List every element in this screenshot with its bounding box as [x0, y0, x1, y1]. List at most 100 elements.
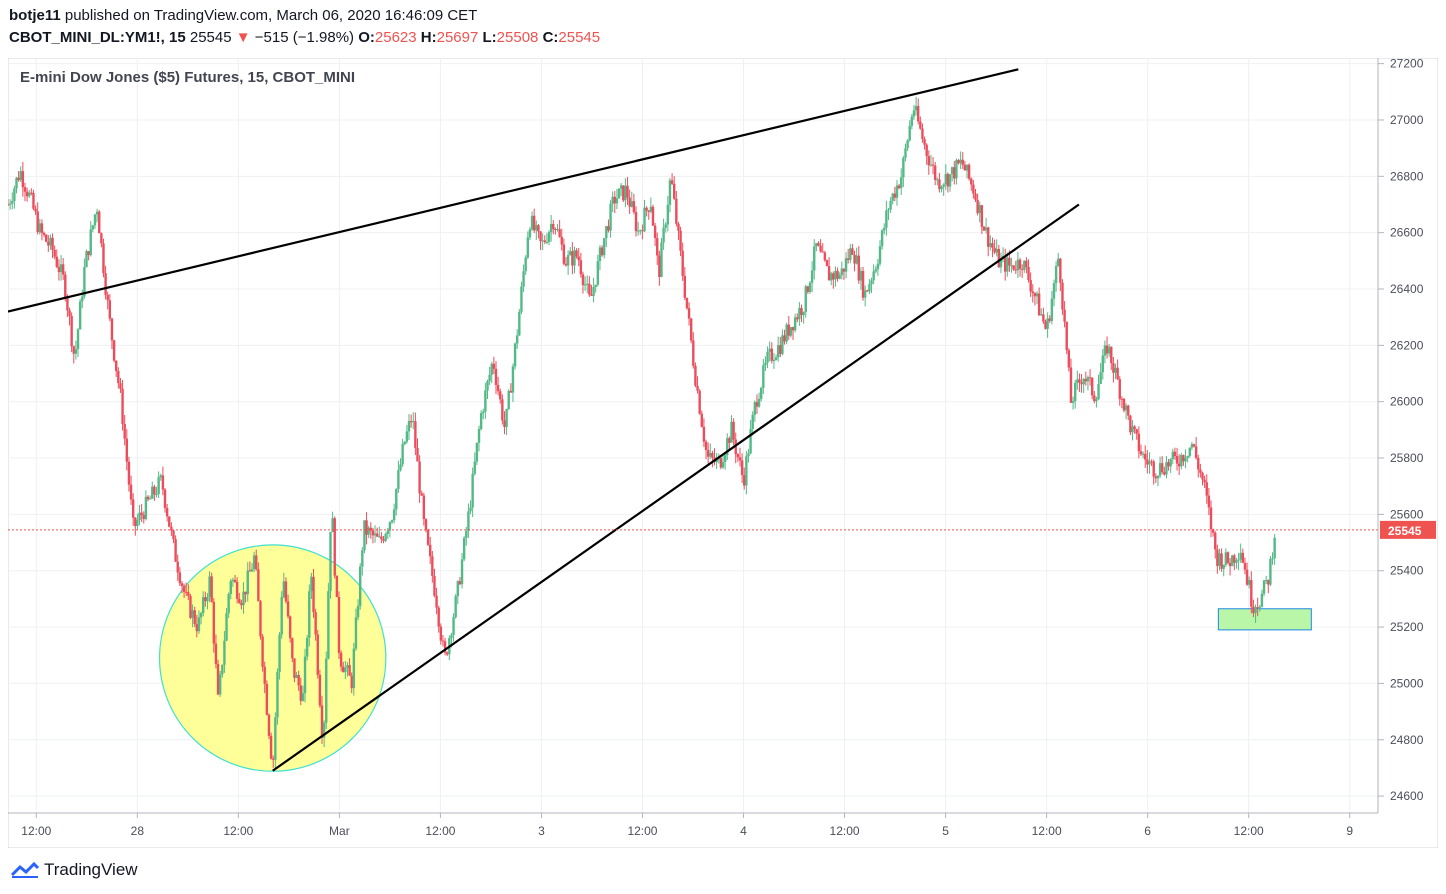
candle-body: [609, 203, 612, 231]
candle-body: [558, 229, 561, 237]
candle-body: [1023, 260, 1026, 270]
candle-body: [437, 607, 440, 627]
last-price-label: 25545: [1388, 524, 1422, 538]
candle-body: [982, 226, 986, 231]
candle-body: [959, 159, 962, 164]
candle-body: [218, 674, 222, 695]
candle-body: [628, 197, 631, 207]
candle-body: [386, 530, 389, 535]
candle-body: [842, 268, 846, 272]
candle-body: [880, 230, 884, 247]
x-tick-label: 12:00: [425, 824, 455, 838]
candle-body: [1018, 259, 1022, 269]
candle-body: [505, 409, 508, 427]
candle-body: [702, 426, 706, 442]
candle-body: [435, 595, 438, 608]
candle-body: [664, 224, 667, 228]
candle-body: [1137, 433, 1141, 452]
candle-body: [191, 610, 194, 618]
y-tick-label: 27000: [1390, 113, 1424, 127]
candle-body: [656, 238, 659, 256]
y-tick-label: 26800: [1390, 169, 1424, 183]
candle-body: [1158, 463, 1162, 476]
candle-body: [936, 179, 939, 181]
candle-body: [197, 617, 201, 632]
candle-body: [600, 247, 604, 256]
candle-body: [1250, 580, 1253, 607]
candle-body: [1129, 415, 1132, 433]
candle-body: [418, 461, 421, 494]
author-name[interactable]: botje11: [9, 7, 61, 24]
symbol-label: CBOT_MINI_DL:YM1!, 15: [9, 29, 186, 46]
candle-body: [471, 473, 474, 508]
candle-body: [738, 457, 742, 461]
candle-body: [1003, 255, 1007, 272]
candle-body: [91, 225, 95, 230]
candle-body: [902, 157, 905, 178]
candle-body: [723, 455, 727, 463]
candle-body: [288, 616, 292, 639]
candle-body: [47, 241, 50, 246]
candle-body: [161, 475, 165, 490]
candle-body: [1173, 451, 1177, 457]
candle-body: [1141, 453, 1145, 455]
candle-body: [8, 203, 12, 205]
candle-body: [210, 576, 213, 602]
candle-body: [1154, 476, 1158, 479]
candle-body: [51, 237, 54, 250]
candle-body: [626, 185, 629, 198]
candle-body: [823, 252, 827, 261]
candle-body: [6, 204, 10, 206]
candle-body: [912, 110, 916, 117]
candle-body: [651, 206, 655, 226]
x-tick-label: 3: [538, 824, 545, 838]
candle-body: [513, 343, 517, 367]
candle-body: [129, 484, 133, 500]
low-value: 25508: [496, 29, 539, 46]
footer-brand[interactable]: TradingView: [10, 860, 138, 880]
candle-body: [346, 665, 349, 668]
candle-body: [995, 248, 998, 253]
candle-body: [1271, 558, 1274, 560]
candle-body: [106, 294, 109, 301]
candle-body: [980, 205, 984, 227]
candle-body: [755, 402, 759, 407]
candle-body: [238, 598, 241, 603]
chart-area[interactable]: 25545 24600 24800 25000 25200 25400 25600 2580…: [6, 57, 1439, 849]
candle-body: [134, 517, 137, 527]
candle-body: [55, 256, 58, 267]
candle-body: [100, 233, 103, 244]
candle-body: [819, 245, 822, 252]
candle-body: [125, 438, 129, 462]
candle-body: [259, 601, 262, 637]
candle-body: [590, 294, 593, 296]
candle-body: [789, 327, 793, 336]
candle-body: [950, 167, 954, 175]
candle-body: [1235, 560, 1238, 563]
candle-body: [698, 390, 701, 414]
candle-body: [185, 591, 188, 593]
candle-body: [1118, 379, 1121, 399]
candle-body: [348, 665, 351, 676]
candle-body: [1273, 537, 1276, 559]
candle-body: [743, 475, 746, 486]
candle-body: [492, 363, 496, 369]
candle-body: [414, 421, 417, 448]
candlestick-chart[interactable]: 25545 24600 24800 25000 25200 25400 25600 2580…: [6, 57, 1439, 849]
candle-body: [524, 257, 527, 272]
candle-body: [539, 231, 542, 242]
candle-body: [34, 208, 37, 212]
candle-body: [520, 286, 523, 312]
candle-body: [443, 641, 447, 653]
candle-body: [844, 258, 848, 272]
candle-body: [887, 209, 890, 211]
candle-body: [280, 597, 283, 635]
x-tick-label: 12:00: [21, 824, 51, 838]
candle-body: [117, 371, 120, 384]
y-tick-label: 27200: [1390, 58, 1424, 71]
candle-body: [1105, 345, 1109, 354]
candle-body: [528, 229, 532, 238]
candle-body: [1016, 259, 1020, 271]
candle-body: [830, 273, 833, 281]
candle-body: [136, 520, 139, 527]
